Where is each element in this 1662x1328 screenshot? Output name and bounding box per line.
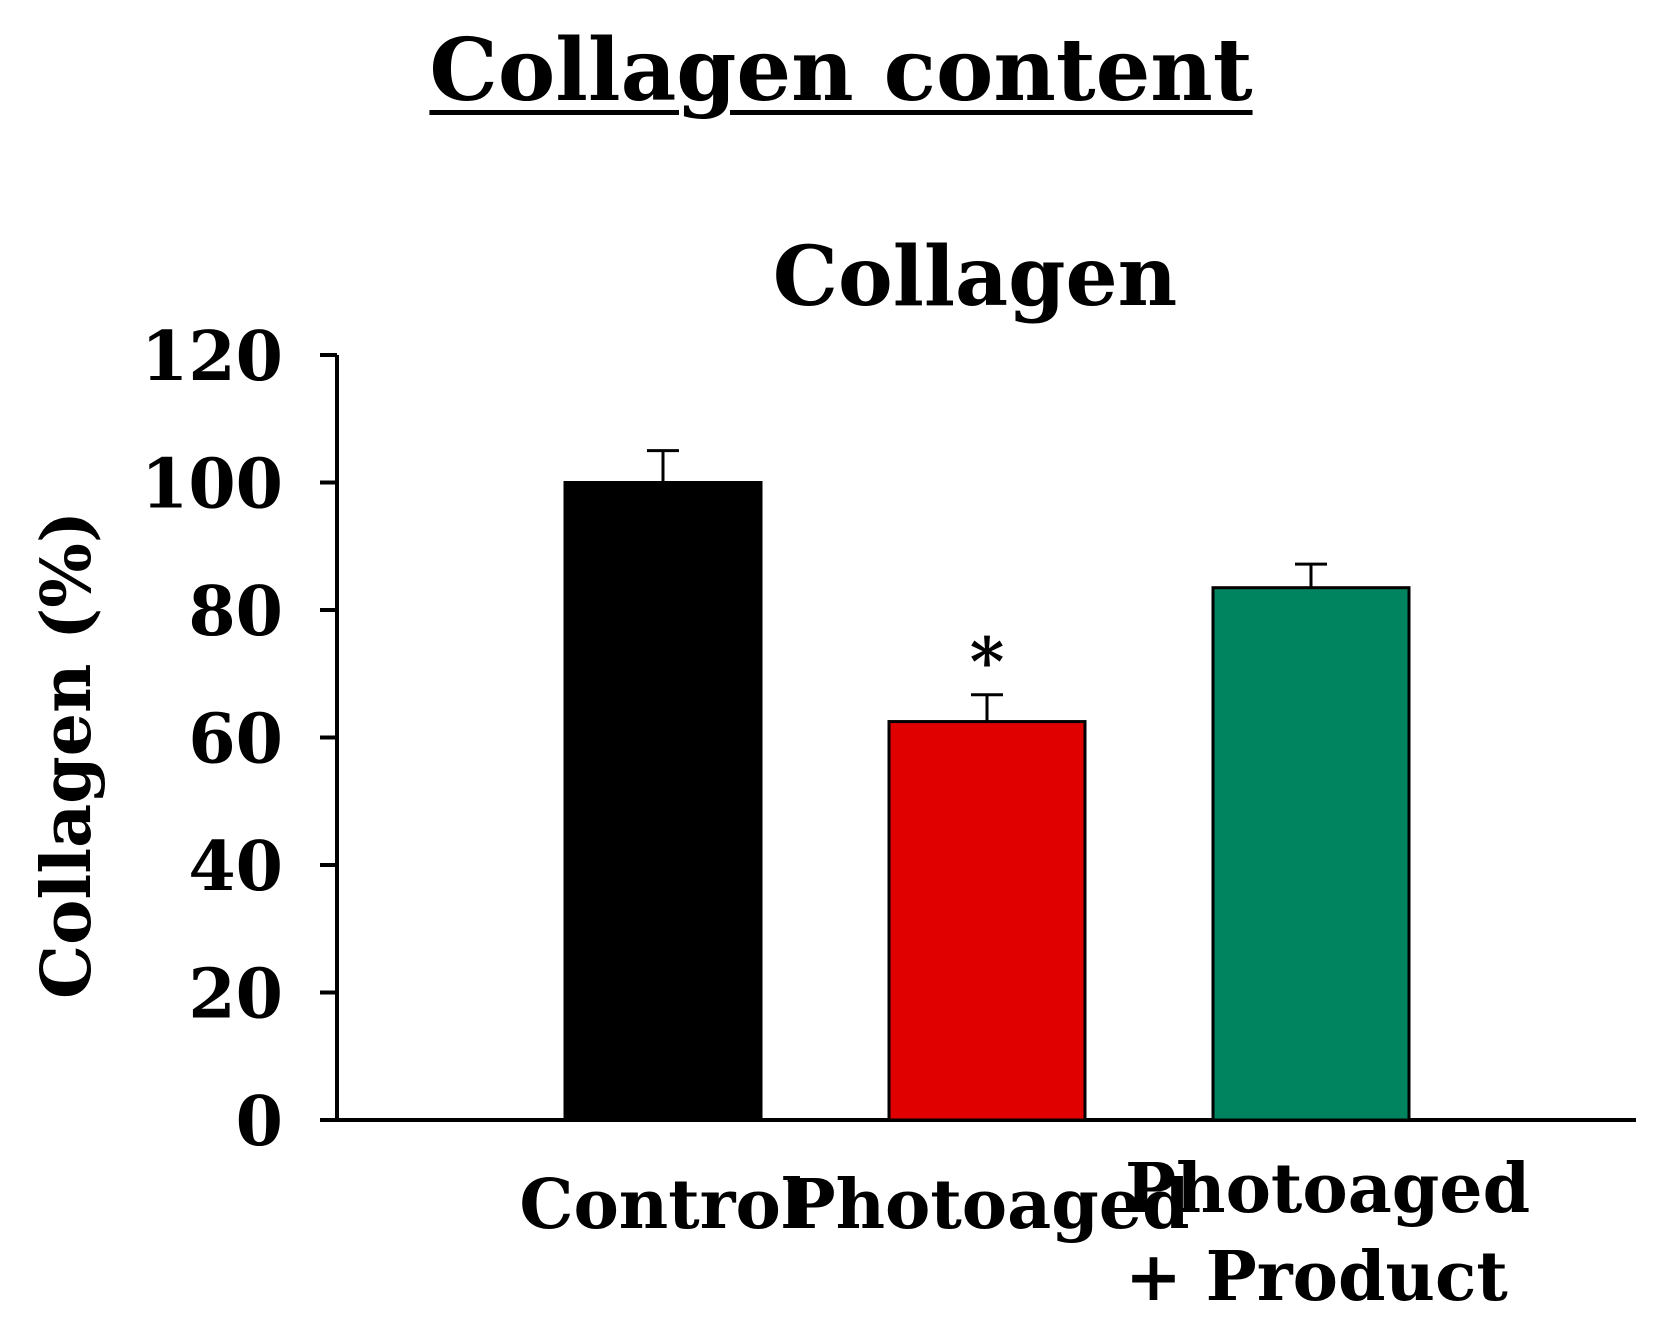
y-tick-label: 100 — [141, 445, 283, 525]
figure-title: Collagen content — [0, 28, 1662, 114]
category-label: Photoaged — [1125, 1149, 1530, 1229]
y-tick-label: 20 — [188, 955, 283, 1035]
y-tick-label: 60 — [188, 700, 283, 780]
y-tick-label: 80 — [188, 572, 283, 652]
category-label: + Product — [1125, 1237, 1508, 1317]
category-label: Photoaged — [784, 1165, 1189, 1245]
y-ticks: 0 20 40 60 80 100 120 — [141, 317, 337, 1162]
significance-marker: * — [970, 623, 1005, 701]
bar — [1211, 586, 1411, 1122]
bar — [887, 720, 1087, 1122]
y-tick-label: 120 — [141, 317, 283, 397]
y-axis-label: Collagen (%) — [27, 511, 107, 999]
bar — [563, 481, 763, 1122]
y-tick-label: 40 — [188, 827, 283, 907]
bars: * — [563, 449, 1411, 1122]
chart-title: Collagen — [773, 229, 1178, 325]
y-tick-label: 0 — [236, 1082, 283, 1162]
category-label: Control — [519, 1165, 806, 1245]
figure-title-text: Collagen content — [429, 20, 1253, 121]
